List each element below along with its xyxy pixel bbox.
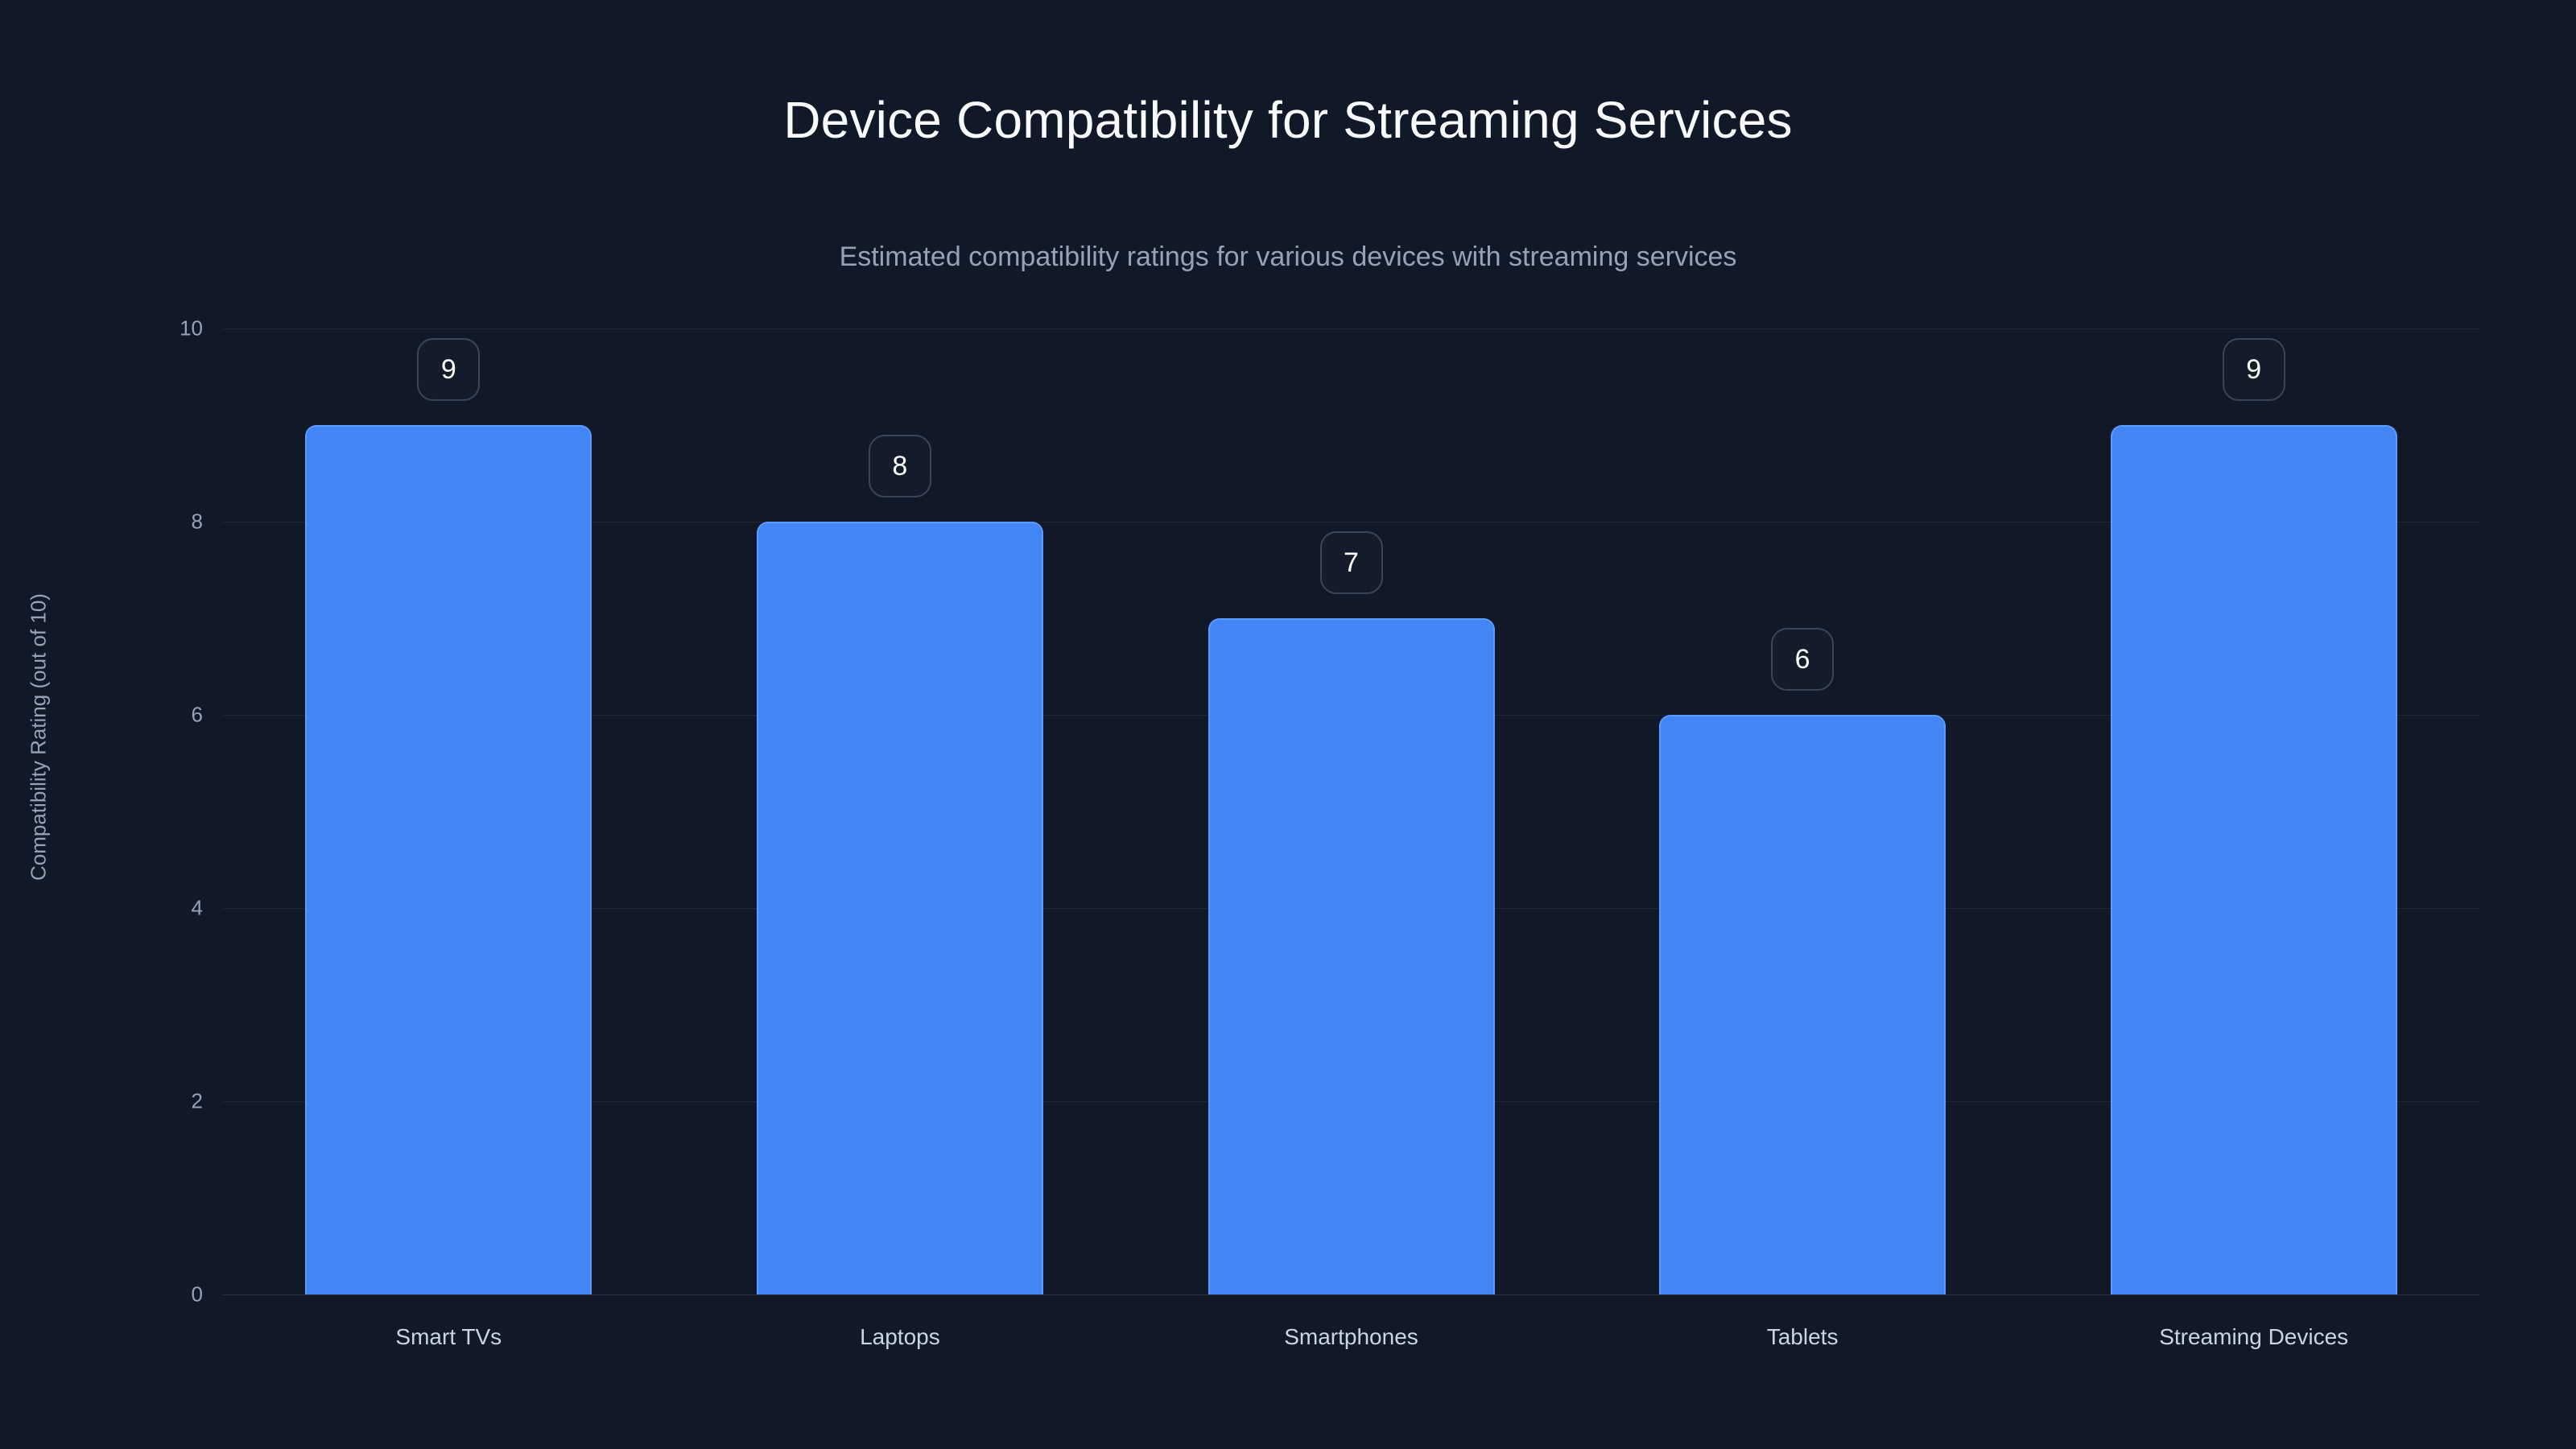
x-axis-tick-label: Smartphones (1284, 1324, 1418, 1349)
y-axis-tick-label: 4 (191, 895, 203, 920)
bar-value-badge: 8 (868, 435, 931, 497)
y-axis-tick-label: 8 (191, 509, 203, 534)
x-axis-tick-label: Smart TVs (395, 1324, 502, 1349)
gridline (223, 1294, 2479, 1295)
y-axis-tick-label: 0 (191, 1282, 203, 1307)
y-axis-tick-label: 10 (180, 316, 203, 341)
y-axis-title: Compatibility Rating (out of 10) (26, 593, 51, 881)
gridline (223, 328, 2479, 329)
y-axis-tick-label: 6 (191, 702, 203, 727)
bar[interactable] (2110, 425, 2397, 1294)
chart-subtitle: Estimated compatibility ratings for vari… (839, 242, 1737, 272)
bar[interactable] (1208, 618, 1495, 1294)
x-axis-tick-label: Streaming Devices (2159, 1324, 2349, 1349)
x-axis-tick-label: Laptops (860, 1324, 940, 1349)
x-axis-tick-label: Tablets (1766, 1324, 1839, 1349)
bar[interactable] (305, 425, 592, 1294)
bar-value-badge: 6 (1771, 628, 1835, 691)
bar[interactable] (1659, 715, 1946, 1294)
bar[interactable] (756, 522, 1043, 1294)
bar-value-badge: 9 (417, 338, 481, 401)
bar-value-badge: 7 (1319, 531, 1383, 594)
plot-area (223, 328, 2479, 1295)
chart-title: Device Compatibility for Streaming Servi… (783, 91, 1793, 149)
y-axis-tick-label: 2 (191, 1088, 203, 1113)
bar-value-badge: 9 (2222, 338, 2285, 401)
